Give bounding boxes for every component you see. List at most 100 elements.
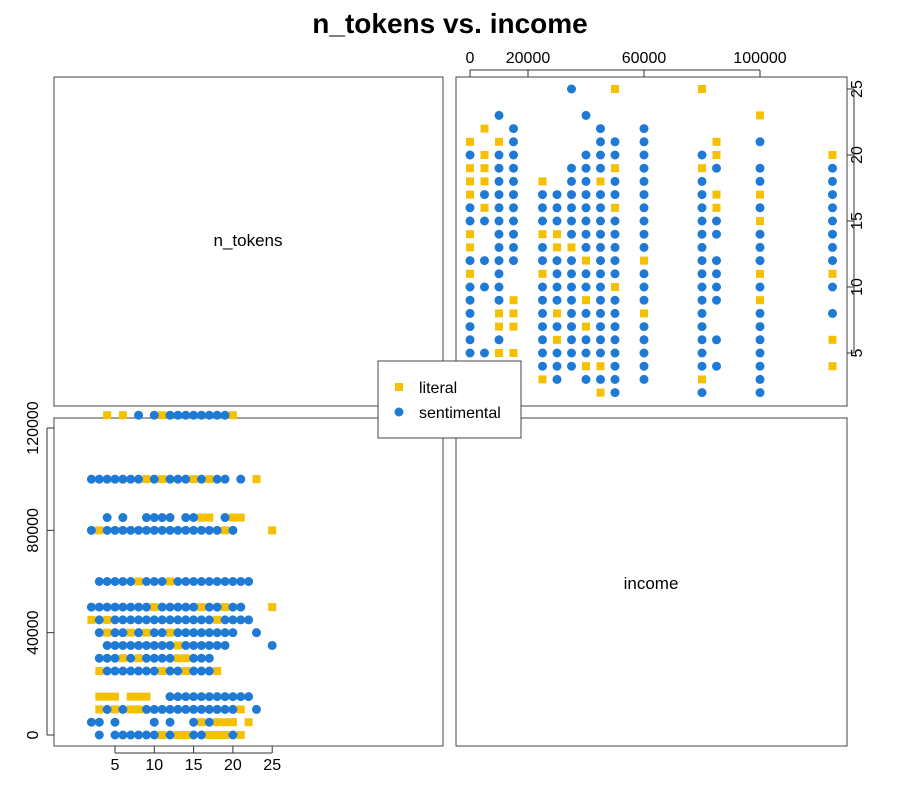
sentimental-point-bottom-left [173,704,183,714]
sentimental-point-bottom-left [141,525,151,535]
sentimental-point-bottom-left [220,640,230,650]
literal-point-top-right [640,309,648,318]
sentimental-point-bottom-left [173,410,183,420]
sentimental-point-bottom-left [94,577,104,586]
sentimental-point-top-right [552,256,562,266]
sentimental-point-top-right [480,190,489,200]
sentimental-point-top-right [596,374,605,384]
x-tick-label: 25 [263,757,281,774]
sentimental-point-top-right [509,203,518,213]
sentimental-point-top-right [828,190,837,200]
sentimental-point-top-right [610,190,620,200]
sentimental-point-top-right [552,269,562,279]
sentimental-point-top-right [567,203,576,213]
sentimental-point-top-right [596,163,605,173]
sentimental-point-top-right [697,322,707,332]
sentimental-point-bottom-left [196,615,206,625]
sentimental-point-bottom-left [196,628,206,638]
sentimental-point-top-right [755,203,765,213]
literal-point-bottom-left [173,654,182,663]
literal-point-bottom-left [150,603,159,612]
sentimental-point-top-right [509,176,518,186]
sentimental-point-top-right [712,361,721,371]
sentimental-point-top-right [538,308,547,318]
sentimental-point-bottom-left [110,474,120,484]
literal-point-top-right [509,349,518,357]
sentimental-point-bottom-left [149,717,159,727]
sentimental-point-bottom-left [110,730,120,740]
sentimental-point-top-right [538,295,547,305]
sentimental-point-bottom-left [181,410,191,420]
sentimental-point-bottom-left [134,640,144,650]
literal-point-bottom-left [158,667,167,676]
literal-point-bottom-left [118,411,127,420]
sentimental-point-bottom-left [118,525,128,535]
literal-point-bottom-left [126,628,135,637]
sentimental-point-bottom-left [110,653,120,663]
sentimental-point-top-right [494,176,504,186]
sentimental-point-top-right [596,348,605,358]
sentimental-point-top-right [465,348,475,358]
sentimental-point-bottom-left [165,615,175,625]
sentimental-point-bottom-left [94,653,104,663]
sentimental-point-top-right [596,203,605,213]
right-y-tick-label: 15 [849,212,866,230]
top-x-tick-label: 20000 [506,50,551,67]
sentimental-point-top-right [755,388,765,398]
sentimental-point-top-right [639,335,649,345]
sentimental-point-top-right [755,163,765,173]
sentimental-point-top-right [509,137,518,147]
chart-title: n_tokens vs. income [312,8,587,39]
literal-point-bottom-left [95,705,104,714]
sentimental-point-top-right [538,256,547,266]
right-y-tick-label: 10 [849,278,866,296]
sentimental-point-top-right [567,295,576,305]
sentimental-point-top-right [567,84,576,94]
sentimental-point-bottom-left [212,525,222,535]
sentimental-point-top-right [480,348,489,358]
literal-point-bottom-left [221,718,230,727]
sentimental-point-top-right [538,322,547,332]
sentimental-point-bottom-left [236,577,246,586]
literal-point-top-right [596,177,605,186]
sentimental-point-bottom-left [204,692,214,702]
sentimental-point-top-right [567,190,576,200]
sentimental-point-top-right [567,335,576,345]
sentimental-point-top-right [712,295,721,305]
panel-bottom-left-frame [53,417,444,747]
sentimental-point-bottom-left [181,615,191,625]
literal-point-bottom-left [197,513,206,522]
literal-point-bottom-left [197,718,206,727]
sentimental-point-top-right [465,295,475,305]
sentimental-point-bottom-left [134,410,144,420]
literal-point-bottom-left [134,654,143,663]
legend-literal-marker [395,383,403,391]
sentimental-point-bottom-left [102,653,112,663]
sentimental-point-bottom-left [173,577,183,586]
literal-point-bottom-left [221,603,230,612]
sentimental-point-top-right [755,229,765,239]
sentimental-point-bottom-left [134,602,144,612]
sentimental-point-bottom-left [212,640,222,650]
sentimental-point-top-right [494,216,504,226]
sentimental-point-bottom-left [189,666,199,676]
sentimental-point-top-right [697,335,707,345]
sentimental-point-bottom-left [134,474,144,484]
panel-bottom-right-frame [455,417,848,747]
sentimental-point-top-right [567,361,576,371]
sentimental-point-bottom-left [157,640,167,650]
literal-point-bottom-left [95,667,104,676]
sentimental-point-bottom-left [102,666,112,676]
axes-layer: 5 10 15 20 25 0 40000 80000 120000 0 20000 60000 100… [25,50,866,774]
literal-point-top-right [480,124,489,133]
sentimental-point-top-right [712,216,721,226]
literal-point-top-right [495,349,503,357]
sentimental-point-bottom-left [181,474,191,484]
literal-point-bottom-left [158,475,167,484]
literal-point-top-right [828,151,837,159]
sentimental-point-bottom-left [141,602,151,612]
sentimental-point-bottom-left [236,692,246,702]
literal-point-bottom-left [158,731,167,739]
sentimental-point-top-right [581,229,591,239]
sentimental-point-top-right [697,282,707,292]
